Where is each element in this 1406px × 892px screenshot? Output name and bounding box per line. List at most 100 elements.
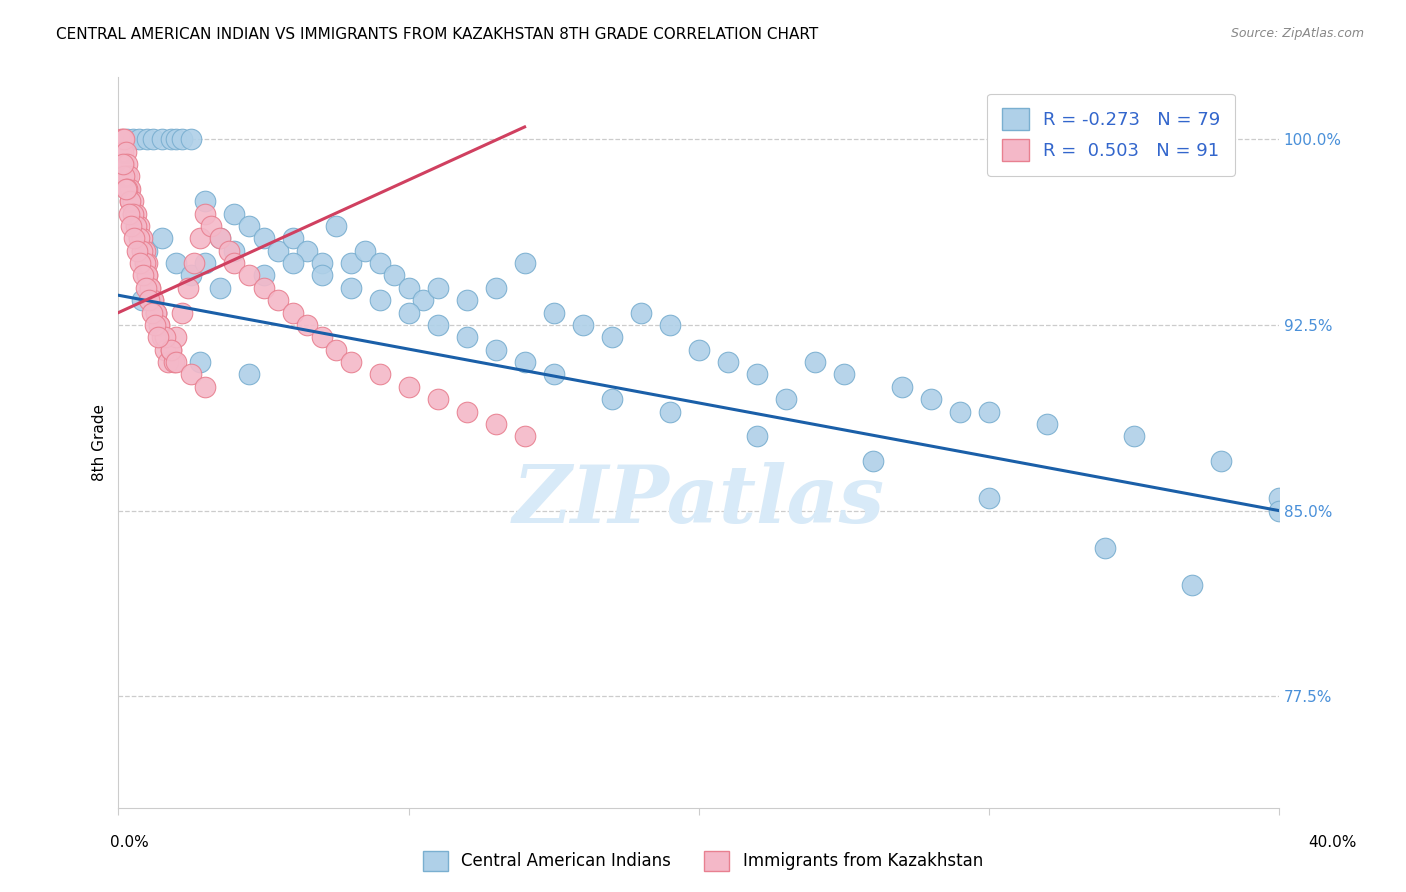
Point xyxy=(117,206,139,220)
Point xyxy=(238,219,260,233)
Point xyxy=(281,305,304,319)
Point xyxy=(745,368,768,382)
Point xyxy=(426,318,449,332)
Point xyxy=(513,256,536,270)
Point xyxy=(127,244,149,258)
Point xyxy=(146,330,169,344)
Point xyxy=(136,132,159,146)
Point xyxy=(218,244,240,258)
Point xyxy=(132,268,155,283)
Point xyxy=(112,157,135,171)
Point xyxy=(110,145,132,159)
Point xyxy=(112,169,135,184)
Point xyxy=(717,355,740,369)
Legend: R = -0.273   N = 79, R =  0.503   N = 91: R = -0.273 N = 79, R = 0.503 N = 91 xyxy=(987,94,1234,176)
Y-axis label: 8th Grade: 8th Grade xyxy=(93,404,107,481)
Point xyxy=(194,194,217,209)
Point xyxy=(311,268,333,283)
Point xyxy=(150,132,173,146)
Point xyxy=(325,219,347,233)
Point xyxy=(115,157,138,171)
Point xyxy=(339,256,361,270)
Point xyxy=(571,318,593,332)
Point xyxy=(180,268,202,283)
Point xyxy=(832,368,855,382)
Point xyxy=(159,343,181,357)
Point xyxy=(456,404,478,418)
Text: CENTRAL AMERICAN INDIAN VS IMMIGRANTS FROM KAZAKHSTAN 8TH GRADE CORRELATION CHAR: CENTRAL AMERICAN INDIAN VS IMMIGRANTS FR… xyxy=(56,27,818,42)
Point xyxy=(630,305,652,319)
Point xyxy=(456,330,478,344)
Point xyxy=(145,305,167,319)
Point xyxy=(128,231,150,245)
Point xyxy=(180,132,202,146)
Point xyxy=(368,368,391,382)
Point xyxy=(134,256,156,270)
Point xyxy=(150,330,173,344)
Point xyxy=(136,268,159,283)
Point xyxy=(166,132,188,146)
Legend: Central American Indians, Immigrants from Kazakhstan: Central American Indians, Immigrants fro… xyxy=(415,842,991,880)
Text: ZIPatlas: ZIPatlas xyxy=(513,462,884,540)
Point xyxy=(111,145,134,159)
Point xyxy=(398,305,420,319)
Point xyxy=(513,355,536,369)
Point xyxy=(136,244,159,258)
Point xyxy=(658,318,681,332)
Point xyxy=(600,392,623,407)
Point xyxy=(125,206,148,220)
Point xyxy=(1268,503,1291,517)
Point xyxy=(224,206,246,220)
Point xyxy=(194,206,217,220)
Point xyxy=(281,256,304,270)
Point xyxy=(114,169,136,184)
Point xyxy=(166,330,188,344)
Point xyxy=(398,281,420,295)
Point xyxy=(128,231,150,245)
Point xyxy=(398,380,420,394)
Point xyxy=(121,219,143,233)
Point xyxy=(110,157,132,171)
Point xyxy=(145,305,167,319)
Point xyxy=(141,305,163,319)
Point xyxy=(142,132,165,146)
Point xyxy=(1181,578,1204,592)
Point xyxy=(131,244,153,258)
Point xyxy=(129,256,152,270)
Point xyxy=(134,256,156,270)
Point xyxy=(484,343,506,357)
Point xyxy=(368,256,391,270)
Point xyxy=(775,392,797,407)
Point xyxy=(252,231,274,245)
Point xyxy=(543,305,565,319)
Point xyxy=(172,132,194,146)
Point xyxy=(426,281,449,295)
Point xyxy=(128,219,150,233)
Point xyxy=(115,182,138,196)
Point xyxy=(136,268,159,283)
Point xyxy=(484,281,506,295)
Point xyxy=(131,293,153,308)
Point xyxy=(142,293,165,308)
Point xyxy=(142,293,165,308)
Point xyxy=(208,231,231,245)
Point xyxy=(295,318,318,332)
Point xyxy=(124,231,146,245)
Point xyxy=(112,132,135,146)
Point xyxy=(311,330,333,344)
Point xyxy=(1122,429,1144,443)
Point xyxy=(339,281,361,295)
Point xyxy=(128,132,150,146)
Point xyxy=(977,491,1000,506)
Point xyxy=(117,169,139,184)
Point xyxy=(688,343,710,357)
Point xyxy=(134,244,156,258)
Point xyxy=(325,343,347,357)
Point xyxy=(354,244,377,258)
Point xyxy=(118,182,141,196)
Point xyxy=(110,132,132,146)
Point xyxy=(803,355,825,369)
Point xyxy=(172,305,194,319)
Point xyxy=(143,318,166,332)
Point xyxy=(159,132,181,146)
